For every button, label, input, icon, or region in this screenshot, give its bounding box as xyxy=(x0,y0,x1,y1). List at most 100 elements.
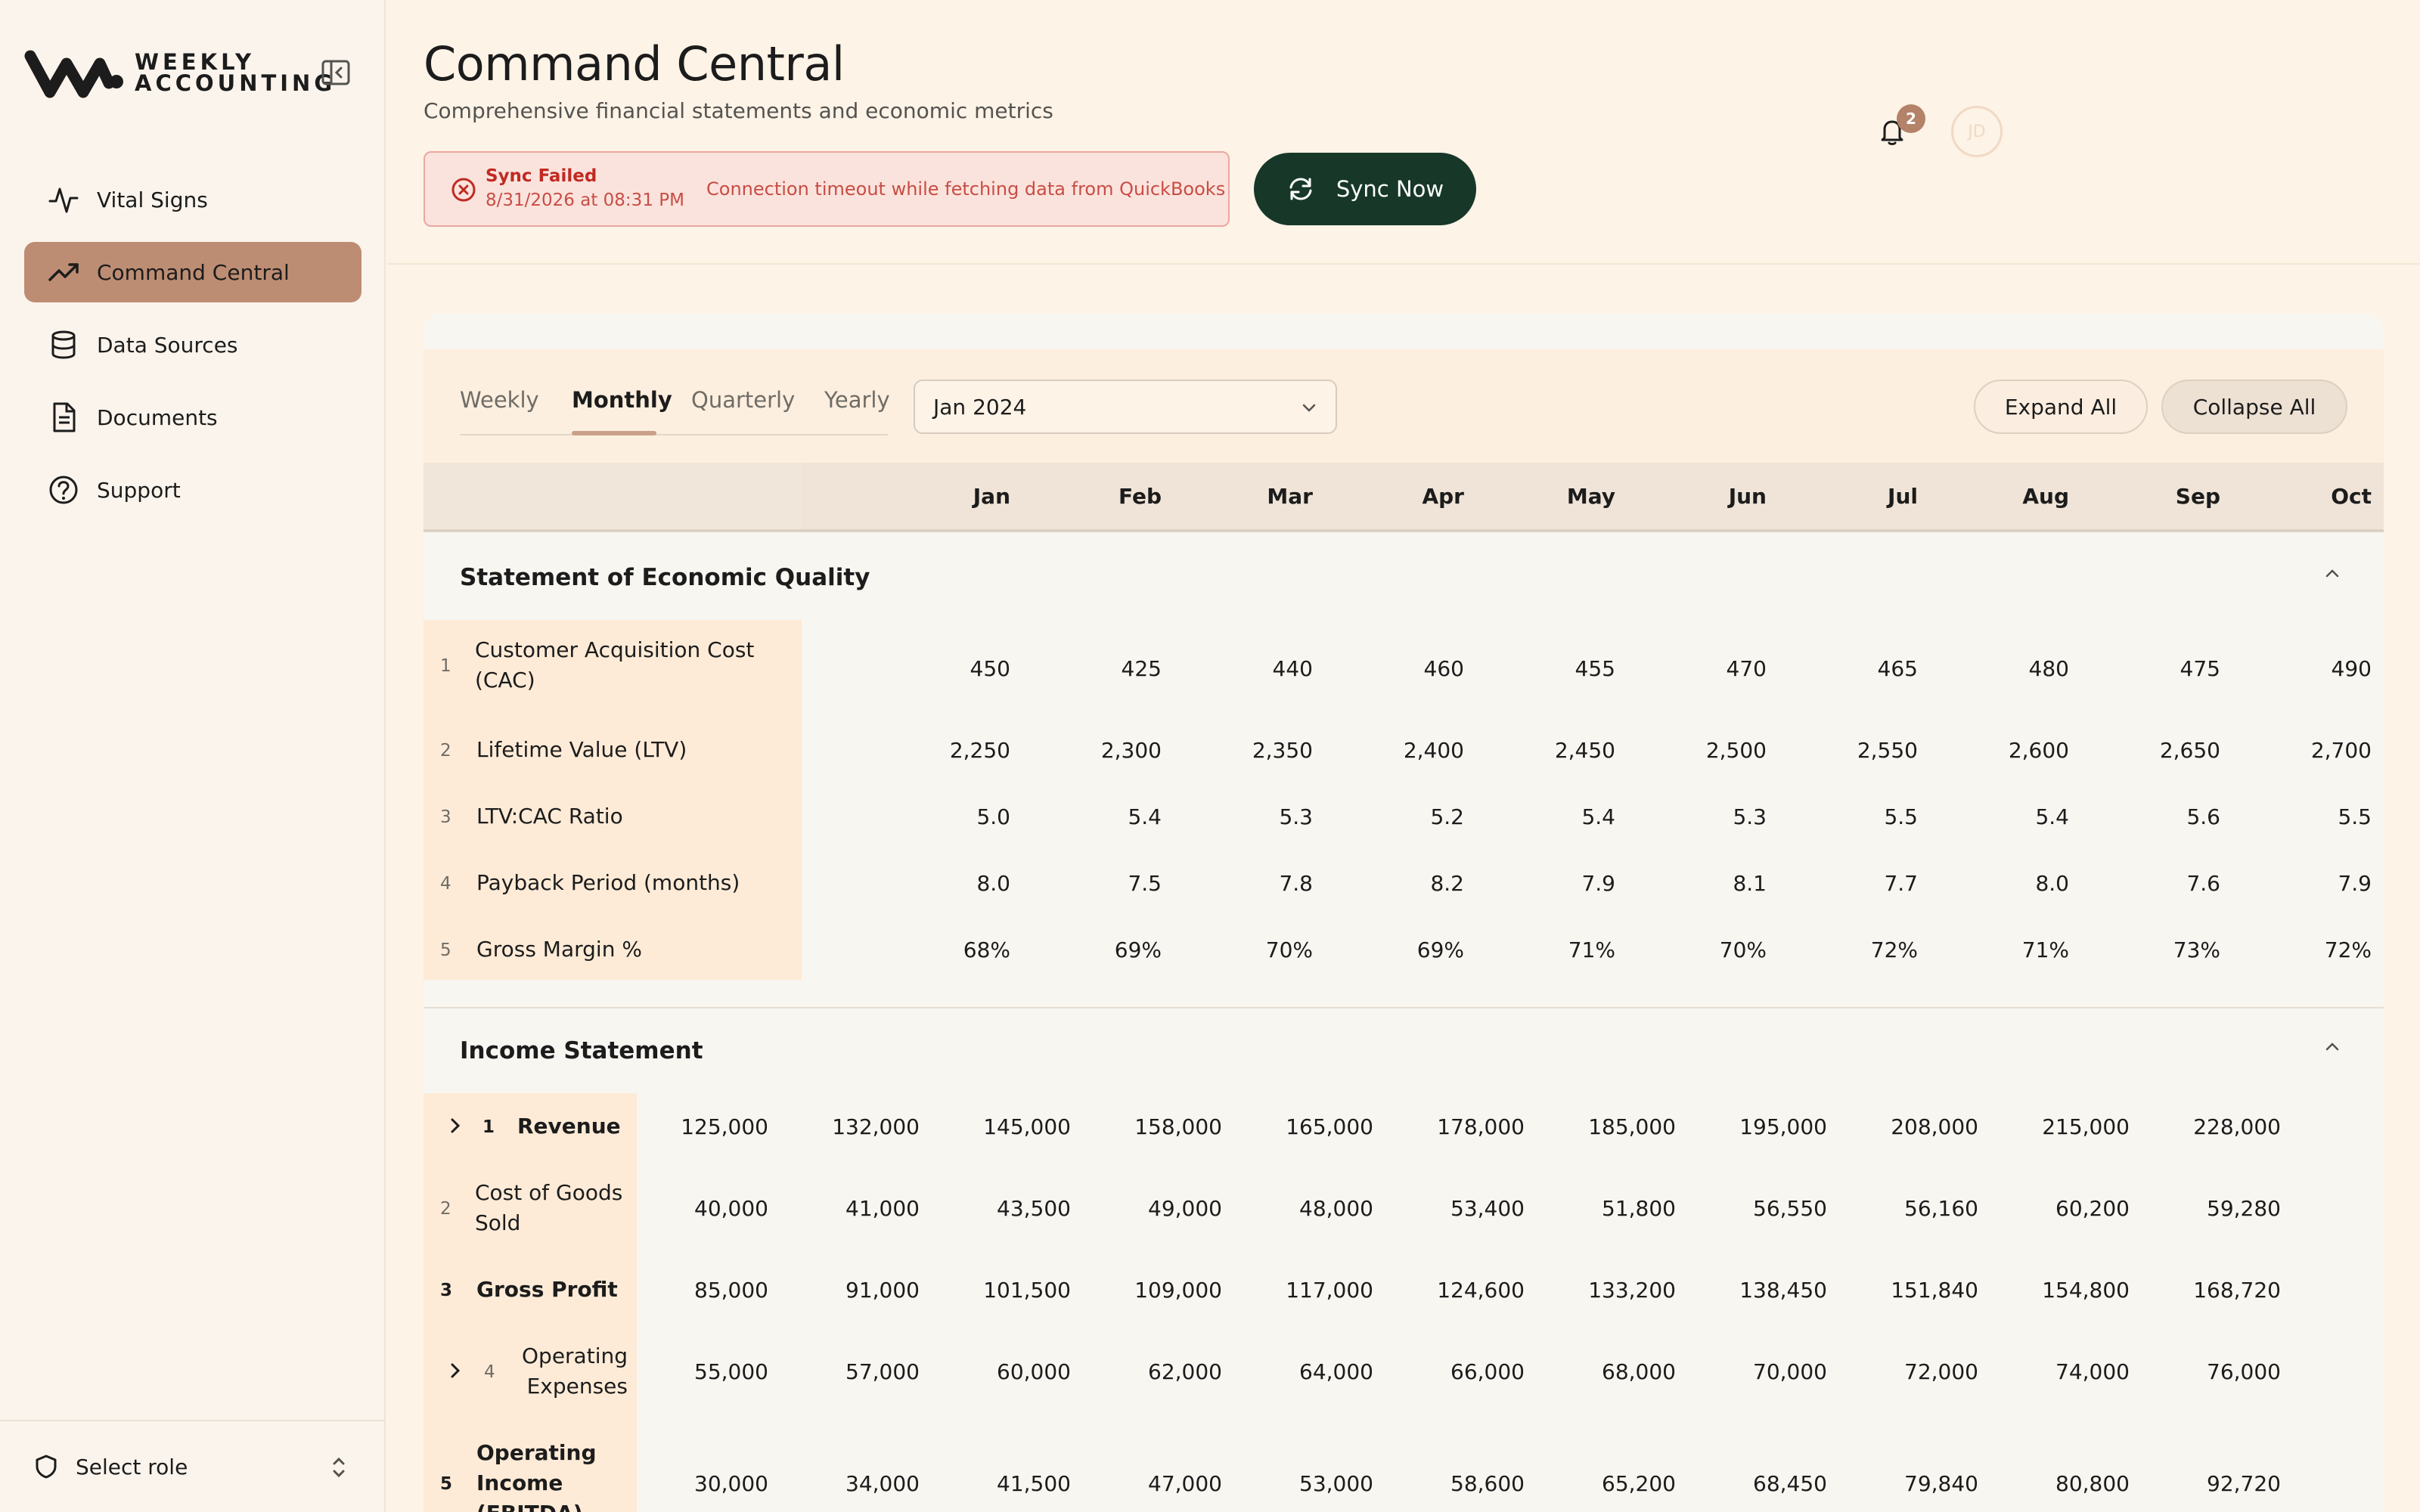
table-cell: 55,000 xyxy=(694,1359,768,1384)
sidebar-item-label: Data Sources xyxy=(97,332,238,358)
table-cell: 5.0 xyxy=(976,804,1010,829)
brand-line-1: WEEKLY xyxy=(135,49,256,75)
period-select[interactable]: Jan 2024 xyxy=(914,380,1337,434)
table-cell: 70% xyxy=(1719,937,1767,962)
sidebar-item-documents[interactable]: Documents xyxy=(24,387,361,448)
table-cell: 7.7 xyxy=(1884,871,1918,896)
sync-now-button[interactable]: Sync Now xyxy=(1254,153,1476,225)
active-tab-indicator xyxy=(572,431,656,435)
month-header: Aug xyxy=(2022,484,2069,509)
table-cell: 78 xyxy=(2311,1359,2384,1384)
table-cell: 2,600 xyxy=(2008,738,2069,763)
table-cell: 100 xyxy=(2311,1471,2384,1496)
table-cell: 132,000 xyxy=(832,1114,920,1139)
table-cell: 41,500 xyxy=(997,1471,1071,1496)
row-label-cogs: Cost of Goods Sold xyxy=(475,1180,623,1235)
table-cell: 470 xyxy=(1726,656,1767,681)
table-cell: 53,400 xyxy=(1450,1196,1525,1221)
table-cell: 455 xyxy=(1575,656,1615,681)
table-cell: 7.9 xyxy=(1581,871,1615,896)
table-cell: 5.5 xyxy=(2338,804,2372,829)
avatar[interactable]: JD xyxy=(1951,106,2003,157)
table-cell: 48,000 xyxy=(1299,1196,1373,1221)
table-cell: 30,000 xyxy=(694,1471,768,1496)
tab-yearly[interactable]: Yearly xyxy=(824,387,890,413)
table-cell: 68% xyxy=(963,937,1010,962)
sidebar-item-command-central[interactable]: Command Central xyxy=(24,242,361,302)
statements-card: Weekly Monthly Quarterly Yearly Jan 2024… xyxy=(424,313,2384,1512)
shield-icon xyxy=(36,1455,57,1479)
table-cell: 79,840 xyxy=(1904,1471,1978,1496)
row-number: 3 xyxy=(440,1281,453,1300)
brand-logo[interactable]: WEEKLY ACCOUNTING xyxy=(24,44,336,101)
month-header: Mar xyxy=(1267,484,1313,509)
table-cell: 480 xyxy=(2028,656,2069,681)
sidebar-item-vital-signs[interactable]: Vital Signs xyxy=(24,169,361,230)
month-header: Sep xyxy=(2175,484,2220,509)
table-cell: 2,450 xyxy=(1554,738,1615,763)
chevron-up-icon[interactable] xyxy=(2323,1040,2341,1052)
row-number: 2 xyxy=(440,1199,451,1219)
table-cell: 2,700 xyxy=(2310,738,2372,763)
table-cell: 138,450 xyxy=(1739,1278,1827,1303)
sidebar-item-label: Command Central xyxy=(97,259,290,285)
chevron-right-icon[interactable] xyxy=(448,1361,463,1380)
row-number: 1 xyxy=(440,656,451,676)
table-cell: 76,000 xyxy=(2207,1359,2281,1384)
row-number: 1 xyxy=(482,1117,495,1137)
table-cell: 195,000 xyxy=(1739,1114,1827,1139)
table-cell: 450 xyxy=(970,656,1010,681)
table-cell: 7.6 xyxy=(2186,871,2220,896)
period-select-value: Jan 2024 xyxy=(933,394,1027,420)
table-cell: 215,000 xyxy=(2042,1114,2130,1139)
table-cell: 178,000 xyxy=(1437,1114,1525,1139)
tabs-baseline xyxy=(460,434,888,435)
table-cell: 117,000 xyxy=(1286,1278,1373,1303)
tab-quarterly[interactable]: Quarterly xyxy=(691,387,796,413)
section-title-income-statement: Income Statement xyxy=(460,1037,703,1064)
table-cell: 124,600 xyxy=(1437,1278,1525,1303)
table-cell: 69% xyxy=(1416,937,1464,962)
table-cell: 5.2 xyxy=(1430,804,1464,829)
month-header: Oct xyxy=(2331,484,2372,509)
table-cell: 62,000 xyxy=(1148,1359,1222,1384)
expand-all-button[interactable]: Expand All xyxy=(1974,380,2148,434)
table-cell: 2,550 xyxy=(1857,738,1918,763)
table-cell: 73% xyxy=(2173,937,2220,962)
sidebar-item-support[interactable]: Support xyxy=(24,460,361,520)
month-header: Feb xyxy=(1118,484,1162,509)
sidebar-item-data-sources[interactable]: Data Sources xyxy=(24,314,361,375)
table-cell: 168,720 xyxy=(2193,1278,2281,1303)
table-cell: 145,000 xyxy=(983,1114,1071,1139)
chevron-up-icon[interactable] xyxy=(2323,567,2341,579)
role-selector-label: Select role xyxy=(76,1454,188,1479)
chevron-right-icon[interactable] xyxy=(448,1116,463,1136)
table-cell: 85,000 xyxy=(694,1278,768,1303)
sidebar-item-label: Documents xyxy=(97,404,218,430)
error-circle-icon xyxy=(451,178,476,202)
table-cell: 70% xyxy=(1265,937,1313,962)
table-cell: 2,400 xyxy=(1403,738,1464,763)
table-cell: 64,000 xyxy=(1299,1359,1373,1384)
document-icon xyxy=(53,402,76,432)
table-cell: 154,800 xyxy=(2042,1278,2130,1303)
sidebar-collapse-icon[interactable] xyxy=(321,59,351,86)
table-cell: 7.9 xyxy=(2338,871,2372,896)
table-cell: 91,000 xyxy=(845,1278,920,1303)
table-cell: 72,000 xyxy=(1904,1359,1978,1384)
table-cell: 57,000 xyxy=(845,1359,920,1384)
row-label-gross-profit: Gross Profit xyxy=(476,1277,618,1302)
row-label-cac: Customer Acquisition Cost (CAC) xyxy=(475,637,755,692)
row-label-operating-expenses: Operating Expenses xyxy=(522,1343,628,1399)
table-cell: 228,000 xyxy=(2193,1114,2281,1139)
tab-weekly[interactable]: Weekly xyxy=(460,387,539,413)
tab-monthly[interactable]: Monthly xyxy=(572,387,672,413)
row-label-ltv-cac: LTV:CAC Ratio xyxy=(476,804,623,829)
collapse-all-button[interactable]: Collapse All xyxy=(2161,380,2347,434)
table-cell: 69% xyxy=(1114,937,1162,962)
bell-icon[interactable] xyxy=(1879,116,1906,147)
header-label-cell xyxy=(424,463,802,529)
role-selector[interactable]: Select role xyxy=(0,1420,386,1512)
refresh-icon xyxy=(1289,178,1312,200)
table-cell: 59,280 xyxy=(2207,1196,2281,1221)
